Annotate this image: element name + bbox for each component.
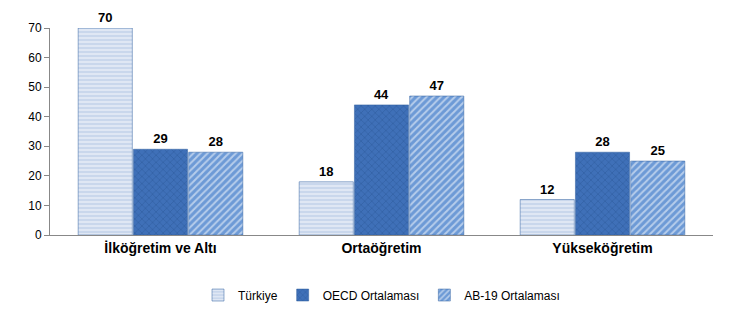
svg-text:30: 30 [28, 139, 42, 153]
svg-text:20: 20 [28, 169, 42, 183]
svg-text:28: 28 [209, 134, 223, 149]
svg-text:İlköğretim ve Altı: İlköğretim ve Altı [104, 240, 216, 256]
svg-text:10: 10 [28, 199, 42, 213]
svg-text:25: 25 [651, 143, 665, 158]
svg-text:70: 70 [28, 21, 42, 35]
svg-text:12: 12 [540, 182, 554, 197]
svg-text:OECD Ortalaması: OECD Ortalaması [323, 289, 420, 303]
svg-text:29: 29 [153, 131, 167, 146]
svg-text:Ortaöğretim: Ortaöğretim [341, 240, 421, 256]
svg-text:28: 28 [595, 134, 609, 149]
svg-text:50: 50 [28, 80, 42, 94]
svg-text:18: 18 [319, 164, 333, 179]
svg-text:AB-19 Ortalaması: AB-19 Ortalaması [464, 289, 559, 303]
svg-text:0: 0 [35, 228, 42, 242]
svg-text:Yükseköğretim: Yükseköğretim [552, 240, 652, 256]
svg-text:Türkiye: Türkiye [238, 289, 278, 303]
svg-text:70: 70 [98, 10, 112, 25]
svg-text:60: 60 [28, 51, 42, 65]
svg-text:47: 47 [430, 78, 444, 93]
svg-text:40: 40 [28, 110, 42, 124]
svg-text:44: 44 [374, 87, 389, 102]
